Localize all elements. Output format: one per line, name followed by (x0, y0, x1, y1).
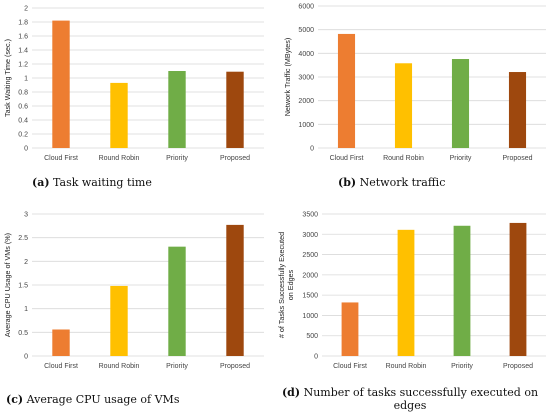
caption-text: Number of tasks successfully executed on… (303, 386, 539, 412)
bar-cloud-first (341, 302, 359, 356)
y-axis-label: # of Tasks Successfully Executed (277, 232, 286, 338)
task-waiting-time-chart: 0 0.2 0.4 0.6 0.8 1 1.2 1.4 1.6 1.8 2 Task Waiting … (3, 6, 264, 162)
bar-proposed (226, 224, 244, 356)
y-tick-label: 1000 (302, 313, 318, 320)
y-tick-label: 1.2 (18, 62, 28, 69)
bar-priority (168, 71, 186, 148)
y-tick-label: 1000 (298, 122, 314, 129)
caption-tasks-executed: (d) Number of tasks successfully execute… (272, 386, 548, 412)
y-tick-label: 3000 (302, 232, 318, 239)
y-tick-label: 1.5 (18, 283, 28, 290)
y-axis-label: Average CPU Usage of VMs (%) (3, 233, 12, 337)
y-tick-label: 0 (310, 146, 314, 153)
caption-task-waiting-time: (a) Task waiting time (32, 176, 262, 189)
bar-round-robin (110, 82, 128, 148)
y-tick-label: 3 (24, 212, 28, 219)
y-tick-label: 1.4 (18, 48, 28, 55)
x-tick-label: Priority (451, 363, 473, 370)
y-tick-label: 1.8 (18, 20, 28, 27)
caption-text: Task waiting time (53, 176, 152, 189)
bar-proposed (509, 222, 527, 356)
caption-tag: (a) (32, 176, 50, 189)
x-tick-label: Cloud First (44, 363, 78, 370)
chart-panel-tasks-executed: 0 500 1000 1500 2000 2500 3000 3500 # of Tasks S… (277, 208, 550, 370)
bar-priority (453, 225, 471, 356)
chart-panel-network-traffic: 0 1000 2000 3000 4000 5000 6000 Network Traffic… (280, 0, 550, 162)
y-tick-label: 3500 (302, 212, 318, 219)
y-tick-label: 2500 (302, 252, 318, 259)
tasks-executed-chart: 0 500 1000 1500 2000 2500 3000 3500 # of Tasks S… (277, 212, 546, 370)
caption-network-traffic: (b) Network traffic (338, 176, 538, 189)
caption-text: Network traffic (359, 176, 446, 189)
x-tick-label: Priority (450, 155, 472, 162)
y-tick-label: 3000 (298, 75, 314, 82)
chart-panel-task-waiting-time: 0 0.2 0.4 0.6 0.8 1 1.2 1.4 1.6 1.8 2 Task Waiting … (0, 0, 270, 162)
y-axis-label: on Edges (286, 269, 295, 300)
x-tick-label: Priority (166, 363, 188, 370)
caption-text: Average CPU usage of VMs (26, 393, 180, 406)
x-tick-label: Priority (166, 155, 188, 162)
x-tick-label: Round Robin (386, 363, 427, 370)
bar-proposed (508, 72, 527, 148)
y-tick-label: 6000 (298, 4, 314, 11)
bar-round-robin (110, 285, 128, 356)
x-tick-label: Cloud First (333, 363, 367, 370)
x-tick-label: Round Robin (99, 363, 140, 370)
y-tick-label: 500 (306, 333, 318, 340)
x-tick-label: Proposed (220, 155, 250, 162)
caption-cpu-usage: (c) Average CPU usage of VMs (6, 393, 236, 406)
y-tick-label: 2.5 (18, 235, 28, 242)
y-tick-label: 0 (314, 354, 318, 361)
caption-tag: (d) (281, 386, 301, 399)
x-tick-label: Proposed (503, 363, 533, 370)
bar-round-robin (394, 63, 413, 149)
caption-tag: (b) (338, 176, 357, 189)
y-tick-label: 0 (24, 146, 28, 153)
x-tick-label: Proposed (220, 363, 250, 370)
bar-cloud-first (52, 329, 70, 356)
bar-cloud-first (52, 20, 70, 149)
y-tick-label: 0.6 (18, 104, 28, 111)
bar-proposed (226, 71, 244, 148)
y-tick-label: 2000 (302, 272, 318, 279)
y-tick-label: 0.2 (18, 132, 28, 139)
bar-priority (451, 59, 470, 148)
y-tick-label: 5000 (298, 27, 314, 34)
x-tick-label: Round Robin (383, 155, 424, 162)
y-tick-label: 0.8 (18, 90, 28, 97)
bar-priority (168, 246, 186, 356)
y-tick-label: 2 (24, 259, 28, 266)
cpu-usage-chart: 0 0.5 1 1.5 2 2.5 3 Average CPU Usage of VMs (%… (3, 212, 264, 370)
y-tick-label: 1 (24, 76, 28, 83)
y-tick-label: 1 (24, 306, 28, 313)
caption-tag: (c) (6, 393, 24, 406)
x-tick-label: Proposed (503, 155, 533, 162)
y-tick-label: 4000 (298, 51, 314, 58)
chart-panel-cpu-usage: 0 0.5 1 1.5 2 2.5 3 Average CPU Usage of VMs (%… (0, 208, 270, 370)
x-tick-label: Round Robin (99, 155, 140, 162)
x-tick-label: Cloud First (44, 155, 78, 162)
bar-round-robin (397, 229, 415, 356)
y-tick-label: 2000 (298, 98, 314, 105)
y-tick-label: 0.4 (18, 118, 28, 125)
y-tick-label: 2 (24, 6, 28, 13)
y-axis-label: Task Waiting Time (sec.) (3, 39, 12, 117)
y-tick-label: 0 (24, 354, 28, 361)
x-tick-label: Cloud First (330, 155, 364, 162)
bar-cloud-first (337, 33, 356, 148)
network-traffic-chart: 0 1000 2000 3000 4000 5000 6000 Network Traffic… (283, 4, 546, 162)
y-tick-label: 0.5 (18, 330, 28, 337)
y-tick-label: 1500 (302, 293, 318, 300)
y-tick-label: 1.6 (18, 34, 28, 41)
y-axis-label: Network Traffic (MBytes) (283, 38, 292, 117)
